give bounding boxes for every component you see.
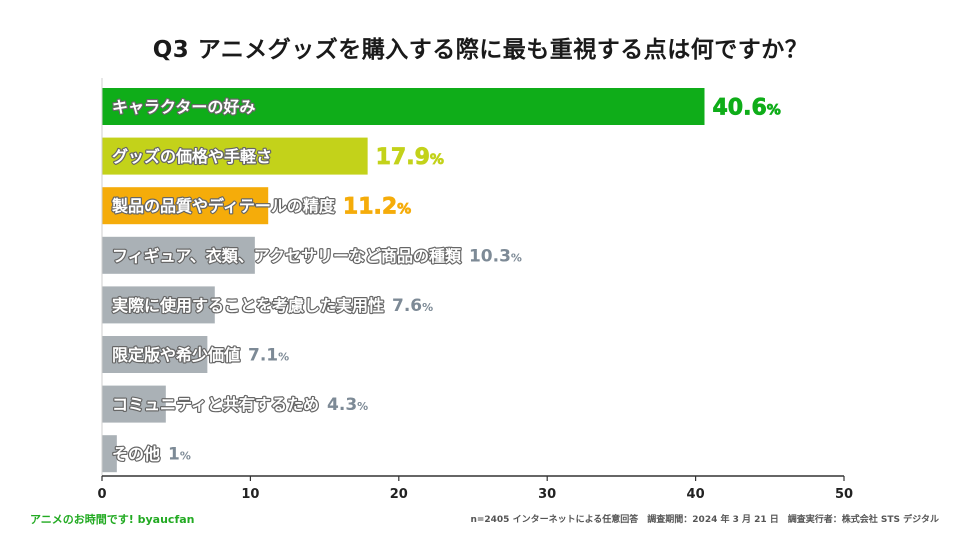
category-label-6: 限定版や希少価値 [112,346,240,365]
bar-3 [102,187,269,225]
category-label-3: 製品の品質やディテールの精度 [111,197,336,216]
value-label-3: 11.2% [343,195,411,220]
category-label-8: その他 [112,445,160,464]
bar-8 [102,435,117,473]
bar-4 [102,236,255,274]
value-label-8: 1% [168,445,191,465]
bar-5 [102,286,215,324]
category-label-1: キャラクターの好み [112,98,255,117]
value-label-6: 7.1% [248,346,289,366]
chart-title: Q3 アニメグッズを購入する際に最も重視する点は何ですか？ [152,37,809,63]
category-label-2: グッズの価格や手軽さ [112,147,272,166]
x-tick-label-0: 0 [97,487,106,502]
value-label-1: 40.6% [713,96,781,121]
bar-7 [102,385,166,423]
brand-credit: アニメのお時間です! byaucfan [30,513,195,526]
category-label-4: フィギュア、衣類、アクセサリーなど商品の種類 [112,246,462,265]
bar-6 [102,336,208,373]
x-tick-label-20: 20 [390,487,408,502]
x-tick-label-50: 50 [835,487,853,502]
category-label-7: コミュニティと共有するため [112,395,319,414]
value-label-2: 17.9% [376,145,444,170]
x-tick-label-10: 10 [241,487,259,502]
survey-footnote: n=2405 インターネットによる任意回答 調査期間：2024 年 3 月 21… [470,515,939,525]
value-label-7: 4.3% [327,395,368,415]
bar-1 [102,88,705,125]
value-label-4: 10.3% [469,246,522,266]
category-label-5: 実際に使用することを考慮した実用性 [112,296,384,315]
x-tick-label-30: 30 [538,487,556,502]
x-tick-label-40: 40 [687,487,705,502]
value-label-5: 7.6% [392,296,433,316]
bar-2 [102,137,368,175]
